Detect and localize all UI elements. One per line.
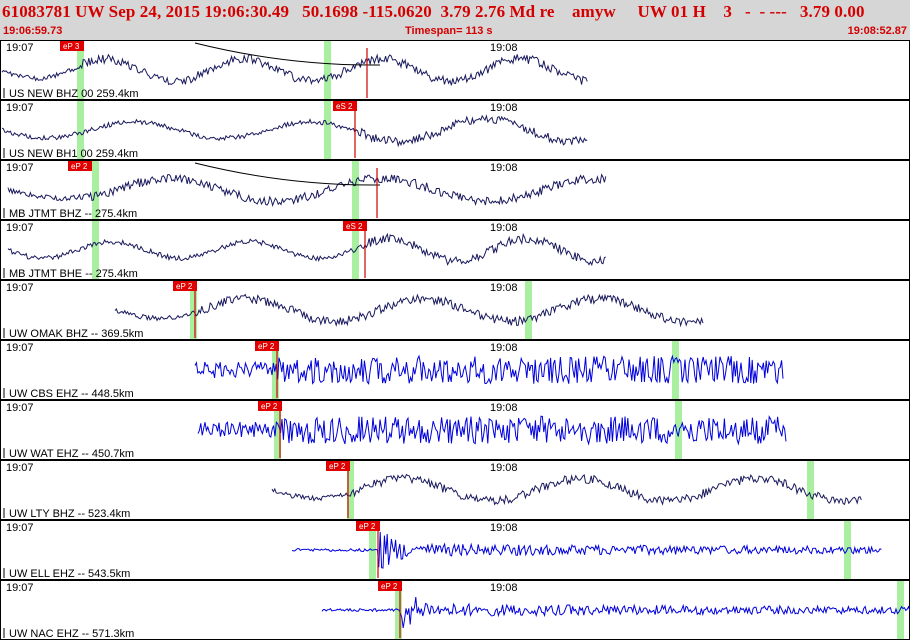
analysis-window [77, 101, 84, 159]
minute-label: 19:07 [6, 402, 34, 414]
channel-label: US NEW BHZ 00 259.4km [9, 88, 139, 100]
trace-row[interactable]: 19:07 19:08 eS 2 MB JTMT BHE -- 275.4km [0, 220, 910, 281]
channel-label: UW LTY BHZ -- 523.4km [9, 508, 130, 520]
waveform [1, 53, 588, 86]
pick-marker [255, 341, 279, 351]
trace-row[interactable]: 19:07 19:08 eP 2 UW OMAK BHZ -- 369.5km [0, 280, 910, 341]
channel-label: MB JTMT BHE -- 275.4km [9, 268, 138, 280]
row-frame [0, 340, 910, 400]
minute-label: 19:07 [6, 102, 34, 114]
pick-label: eP 2 [359, 522, 376, 531]
waveform [7, 173, 607, 208]
trace-row[interactable]: 19:07 19:08 eP 2 UW CBS EHZ -- 448.5km [0, 340, 910, 401]
pick-label: eP 2 [329, 462, 346, 471]
minute-label: 19:08 [490, 462, 518, 474]
waveform [321, 597, 910, 628]
pick-marker [258, 401, 282, 411]
analysis-window [807, 461, 814, 519]
minute-label: 19:08 [490, 402, 518, 414]
analysis-window [324, 101, 331, 159]
waveform [291, 531, 882, 569]
analysis-window [525, 281, 532, 339]
pick-marker [173, 281, 197, 291]
event-title: 61083781 UW Sep 24, 2015 19:06:30.49 50.… [2, 2, 865, 21]
row-frame [0, 40, 910, 100]
analysis-window [92, 161, 99, 219]
channel-label: UW OMAK BHZ -- 369.5km [9, 328, 143, 340]
analysis-window [347, 461, 354, 519]
minute-label: 19:07 [6, 162, 34, 174]
waveform [1, 114, 588, 148]
minute-label: 19:07 [6, 282, 34, 294]
pick-label: eP 2 [176, 282, 193, 291]
pick-label: eP 2 [381, 582, 398, 591]
minute-label: 19:07 [6, 342, 34, 354]
minute-label: 19:08 [490, 522, 518, 534]
pick-label: eP 2 [261, 402, 278, 411]
row-frame [0, 400, 910, 460]
analysis-window [190, 281, 197, 339]
trace-row[interactable]: 19:07 19:08 eS 2 US NEW BH1 00 259.4km [0, 100, 910, 161]
channel-label: MB JTMT BHZ -- 275.4km [9, 208, 137, 220]
trace-row[interactable]: 19:07 19:08 eP 2 UW WAT EHZ -- 450.7km [0, 400, 910, 461]
pick-marker [356, 521, 380, 531]
minute-label: 19:08 [490, 342, 518, 354]
waveform [7, 232, 607, 267]
analysis-window [844, 521, 851, 579]
trace-row[interactable]: 19:07 19:08 eP 3 US NEW BHZ 00 259.4km [0, 40, 910, 101]
pick-label: eP 2 [258, 342, 275, 351]
channel-label: US NEW BH1 00 259.4km [9, 148, 138, 160]
minute-label: 19:08 [490, 42, 518, 54]
analysis-window [672, 341, 679, 399]
minute-label: 19:07 [6, 222, 34, 234]
pick-marker [378, 581, 402, 591]
pick-marker [326, 461, 350, 471]
minute-label: 19:08 [490, 222, 518, 234]
analysis-window [274, 401, 281, 459]
end-time: 19:08:52.87 [847, 25, 907, 37]
channel-label: UW CBS EHZ -- 448.5km [9, 388, 134, 400]
analysis-window [77, 41, 84, 99]
pick-label: eS 2 [346, 222, 363, 231]
row-frame [0, 160, 910, 220]
timespan-label: Timespan= 113 s [405, 25, 493, 37]
channel-label: UW WAT EHZ -- 450.7km [9, 448, 134, 460]
predicted-arrival-curve [194, 162, 381, 186]
trace-row[interactable]: 19:07 19:08 eP 2 MB JTMT BHZ -- 275.4km [0, 160, 910, 221]
row-frame [0, 220, 910, 280]
minute-label: 19:08 [490, 102, 518, 114]
trace-row[interactable]: 19:07 19:08 eP 2 UW LTY BHZ -- 523.4km [0, 460, 910, 521]
waveform [197, 415, 787, 446]
analysis-window [324, 41, 331, 99]
waveform [194, 354, 784, 385]
waveform [271, 473, 862, 506]
analysis-window [897, 581, 904, 639]
pick-label: eP 3 [63, 42, 80, 51]
pick-marker [343, 221, 367, 231]
waveform [114, 293, 704, 328]
trace-row[interactable]: 19:07 19:08 eP 2 UW NAC EHZ -- 571.3km [0, 580, 910, 640]
analysis-window [92, 221, 99, 279]
predicted-arrival-curve [194, 42, 381, 66]
channel-label: UW NAC EHZ -- 571.3km [9, 628, 134, 640]
event-header: 61083781 UW Sep 24, 2015 19:06:30.49 50.… [0, 0, 910, 41]
minute-label: 19:08 [490, 162, 518, 174]
pick-label: eP 2 [71, 162, 88, 171]
minute-label: 19:07 [6, 42, 34, 54]
pick-marker [68, 161, 92, 171]
start-time: 19:06:59.73 [3, 25, 63, 37]
minute-label: 19:08 [490, 282, 518, 294]
minute-label: 19:07 [6, 582, 34, 594]
analysis-window [352, 161, 359, 219]
pick-label: eS 2 [336, 102, 353, 111]
minute-label: 19:07 [6, 522, 34, 534]
channel-label: UW ELL EHZ -- 543.5km [9, 568, 130, 580]
minute-label: 19:07 [6, 462, 34, 474]
analysis-window [675, 401, 682, 459]
pick-marker [60, 41, 84, 51]
minute-label: 19:08 [490, 582, 518, 594]
trace-row[interactable]: 19:07 19:08 eP 2 UW ELL EHZ -- 543.5km [0, 520, 910, 581]
pick-marker [333, 101, 357, 111]
